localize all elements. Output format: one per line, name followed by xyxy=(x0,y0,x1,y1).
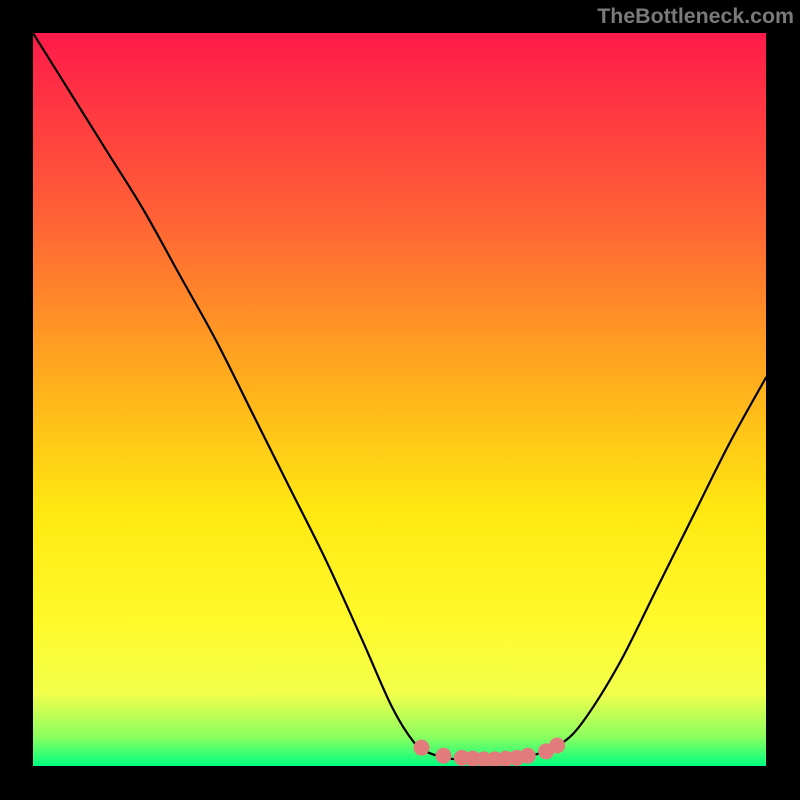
chart-container: TheBottleneck.com xyxy=(0,0,800,800)
watermark-text: TheBottleneck.com xyxy=(597,4,794,29)
datapoint-dot xyxy=(413,740,429,756)
datapoint-dot xyxy=(549,737,565,753)
datapoint-dot xyxy=(520,748,536,764)
bottleneck-curve xyxy=(33,33,766,760)
datapoint-dots xyxy=(413,737,565,766)
chart-svg xyxy=(33,33,766,766)
datapoint-dot xyxy=(435,748,451,764)
